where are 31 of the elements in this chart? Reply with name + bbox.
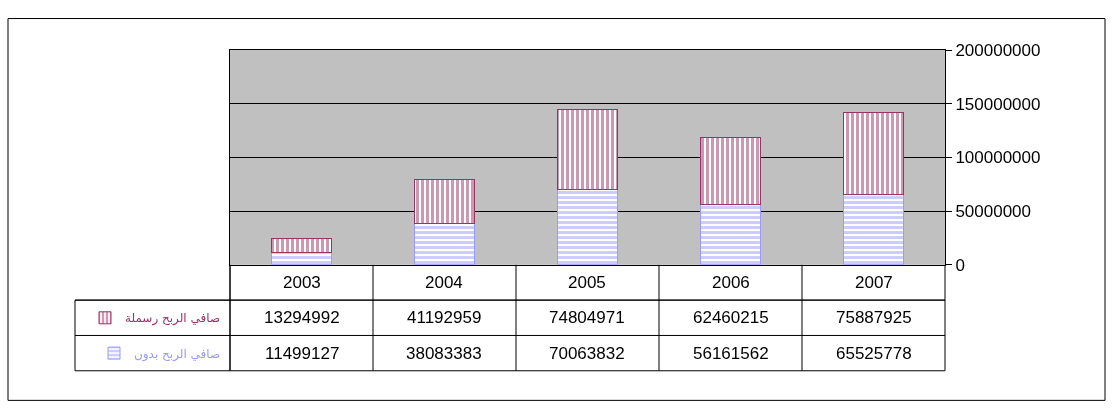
y-tick-label: 150000000 xyxy=(955,94,1041,114)
data-label: 41192959 xyxy=(407,308,482,327)
x-tick-label: 2003 xyxy=(283,273,321,292)
x-tick-label: 2006 xyxy=(712,273,750,292)
data-label: 65525778 xyxy=(836,344,912,363)
x-tick-label: 2005 xyxy=(568,273,606,292)
x-tick-label: 2004 xyxy=(425,273,463,292)
data-label: 74804971 xyxy=(549,308,625,327)
bar xyxy=(413,179,476,225)
data-label: 62460215 xyxy=(693,308,769,327)
bar xyxy=(699,136,762,206)
y-tick-label: 100000000 xyxy=(955,148,1041,168)
y-tick-label: 0 xyxy=(955,255,965,275)
bar xyxy=(842,112,905,195)
y-tick-label: 50000000 xyxy=(955,202,1032,222)
data-label: 56161562 xyxy=(693,344,769,363)
bar xyxy=(556,108,619,191)
data-label: 38083383 xyxy=(406,344,482,363)
bar xyxy=(556,189,619,265)
bar xyxy=(413,223,476,265)
bar xyxy=(699,204,762,265)
y-tick-label: 200000000 xyxy=(955,41,1041,60)
data-label: 75887925 xyxy=(836,308,912,327)
data-label: 70063832 xyxy=(549,344,625,363)
data-label: 13294992 xyxy=(264,308,340,327)
x-tick-label: 2007 xyxy=(855,273,893,292)
bar xyxy=(270,237,333,253)
bar xyxy=(842,193,905,265)
text: صافي الربح رسملة xyxy=(125,311,221,327)
text: صافي الربح بدون xyxy=(134,346,221,362)
data-label: 11499127 xyxy=(265,344,340,363)
